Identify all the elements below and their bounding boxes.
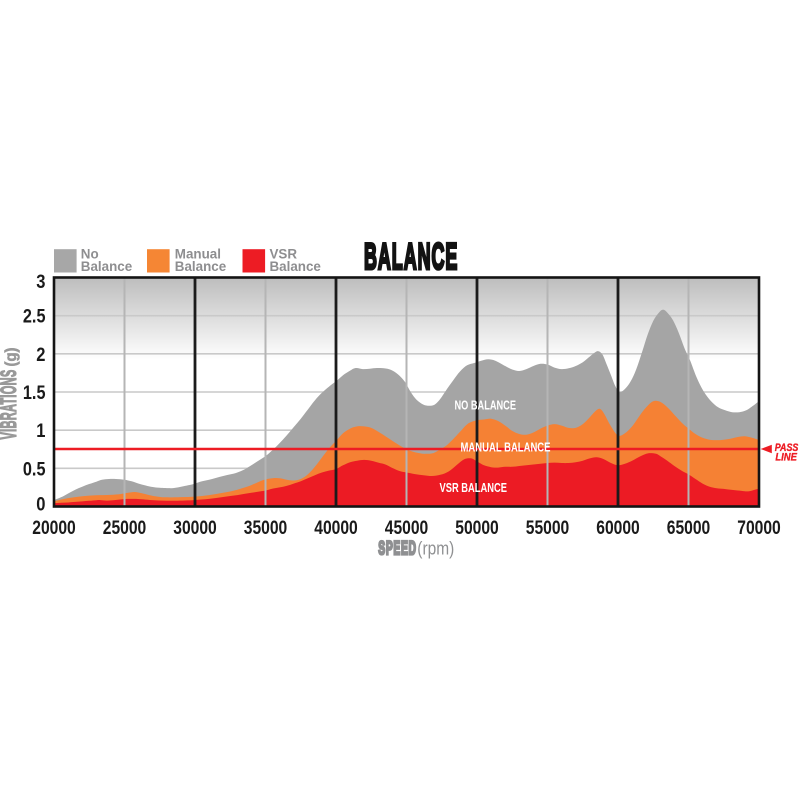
svg-text:PASS: PASS	[775, 442, 799, 454]
svg-text:2.5: 2.5	[23, 306, 46, 328]
svg-text:BALANCE: BALANCE	[364, 236, 458, 278]
svg-text:No: No	[81, 247, 99, 262]
svg-text:55000: 55000	[526, 517, 570, 539]
svg-text:Balance: Balance	[175, 259, 226, 274]
svg-text:VSR: VSR	[270, 247, 298, 262]
svg-text:1.5: 1.5	[23, 382, 46, 404]
svg-text:45000: 45000	[385, 517, 429, 539]
svg-text:65000: 65000	[667, 517, 711, 539]
svg-text:20000: 20000	[32, 517, 76, 539]
svg-text:MANUAL BALANCE: MANUAL BALANCE	[461, 441, 551, 455]
svg-text:1: 1	[36, 420, 45, 442]
svg-text:Balance: Balance	[270, 259, 321, 274]
svg-text:(rpm): (rpm)	[417, 538, 454, 558]
svg-text:3: 3	[36, 271, 45, 293]
svg-text:LINE: LINE	[775, 452, 797, 464]
svg-text:Balance: Balance	[81, 259, 132, 274]
svg-text:50000: 50000	[455, 517, 499, 539]
svg-text:0.5: 0.5	[23, 458, 46, 480]
svg-text:40000: 40000	[314, 517, 358, 539]
svg-text:SPEED: SPEED	[378, 538, 416, 559]
svg-text:30000: 30000	[173, 517, 217, 539]
svg-text:Manual: Manual	[175, 247, 221, 262]
svg-text:60000: 60000	[596, 517, 640, 539]
svg-text:0: 0	[36, 494, 45, 516]
svg-text:70000: 70000	[737, 517, 781, 539]
svg-text:35000: 35000	[244, 517, 288, 539]
svg-text:25000: 25000	[103, 517, 147, 539]
svg-text:2: 2	[36, 344, 45, 366]
svg-text:VIBRATIONS(g): VIBRATIONS(g)	[0, 348, 21, 440]
svg-text:VSR BALANCE: VSR BALANCE	[440, 481, 508, 495]
svg-text:NO BALANCE: NO BALANCE	[455, 399, 517, 413]
